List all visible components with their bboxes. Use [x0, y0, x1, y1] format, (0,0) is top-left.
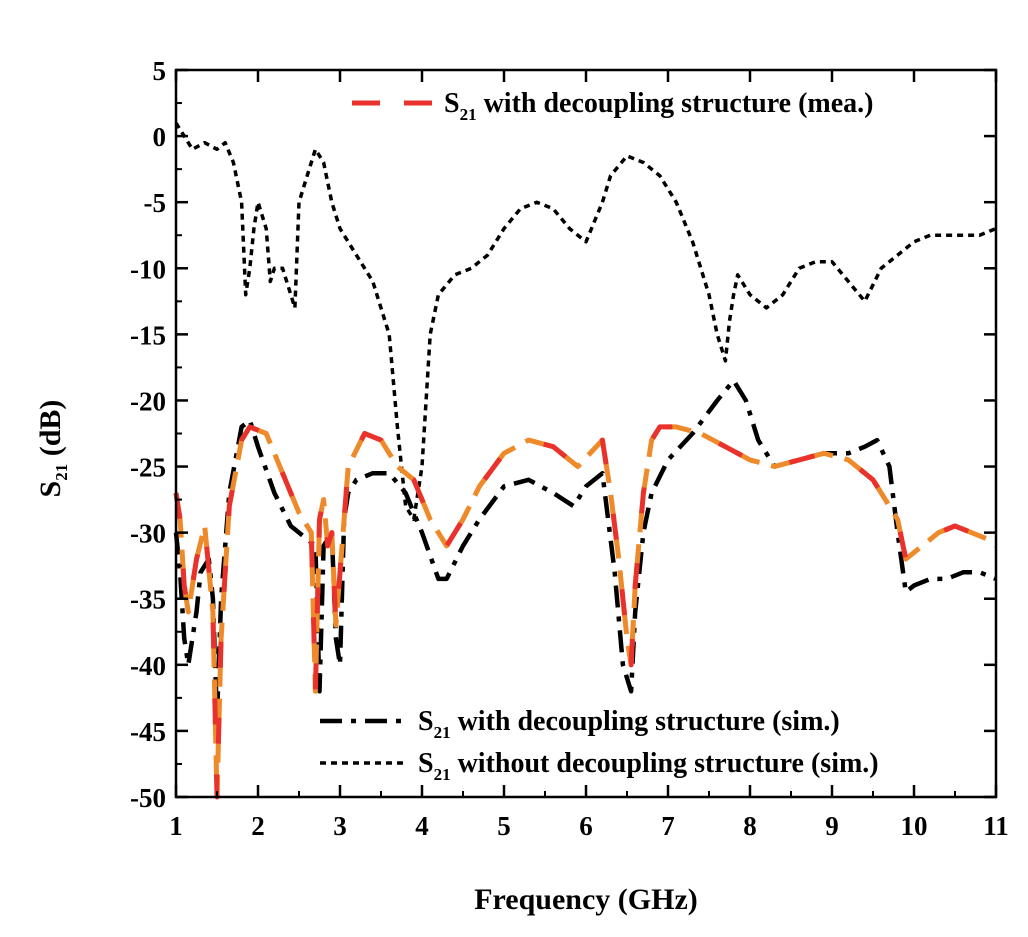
ticks-layer: 1 2 3 4 5 6 7 8 9 10 11 5 0 -5 -10 -15 -20 -25 -30 -35 -40 -4… [130, 56, 1009, 841]
series-2 [174, 121, 997, 522]
y-axis-title-sub: 21 [52, 464, 71, 481]
y-tick-label: -20 [130, 386, 166, 416]
x-tick-label: 2 [251, 811, 265, 841]
y-axis-title: S21 (dB) [34, 400, 71, 498]
y-tick-label: -15 [130, 320, 166, 350]
legend-label-base: S [418, 706, 434, 737]
legend-label-sub: 21 [434, 765, 451, 784]
y-tick-label: 5 [153, 56, 167, 86]
x-tick-label: 6 [579, 811, 593, 841]
y-tick-label: 0 [153, 122, 167, 152]
legend-label: S21 with decoupling structure (mea.) [444, 88, 873, 124]
legend-label: S21 without decoupling structure (sim.) [418, 748, 879, 784]
x-tick-label: 9 [825, 811, 839, 841]
y-tick-label: -40 [130, 651, 166, 681]
legend-label: S21 with decoupling structure (sim.) [418, 706, 840, 742]
plot-frame [174, 68, 998, 799]
legend-label-rest: without decoupling structure (sim.) [451, 748, 879, 779]
series-line-mea [173, 424, 998, 800]
x-tick-label: 8 [743, 811, 757, 841]
y-tick-label: -30 [130, 519, 166, 549]
series-layer [173, 121, 998, 800]
legend-label-rest: with decoupling structure (mea.) [477, 88, 874, 119]
y-axis-title-rest: (dB) [34, 400, 67, 464]
series-line-sim-without [174, 121, 997, 522]
y-tick-label: -45 [130, 717, 166, 747]
y-tick-label: -5 [144, 188, 167, 218]
y-tick-label: -50 [130, 783, 166, 813]
legend-layer: S21 with decoupling structure (mea.)S21 … [320, 88, 879, 784]
y-tick-label: -10 [130, 254, 166, 284]
legend-sim-with: S21 with decoupling structure (sim.) [320, 706, 840, 742]
series-0 [173, 424, 998, 800]
y-axis-title-base: S [34, 481, 67, 498]
legend-label-rest: with decoupling structure (sim.) [451, 706, 840, 737]
y-tick-label: -35 [130, 585, 166, 615]
x-tick-label: 3 [333, 811, 347, 841]
series-line-sim-with [173, 378, 997, 720]
x-tick-label: 11 [983, 811, 1009, 841]
series-1 [173, 378, 997, 720]
y-tick-label: -25 [130, 453, 166, 483]
legend-sim-without: S21 without decoupling structure (sim.) [320, 748, 879, 784]
x-tick-label: 5 [497, 811, 511, 841]
x-tick-label: 4 [415, 811, 429, 841]
x-axis-title: Frequency (GHz) [474, 883, 698, 916]
x-tick-label: 10 [901, 811, 928, 841]
x-tick-label: 1 [169, 811, 183, 841]
legend-label-sub: 21 [460, 105, 477, 124]
legend-label-base: S [444, 88, 460, 119]
legend-label-base: S [418, 748, 434, 779]
legend-label-sub: 21 [434, 723, 451, 742]
x-tick-label: 7 [661, 811, 675, 841]
legend-mea: S21 with decoupling structure (mea.) [352, 88, 873, 124]
